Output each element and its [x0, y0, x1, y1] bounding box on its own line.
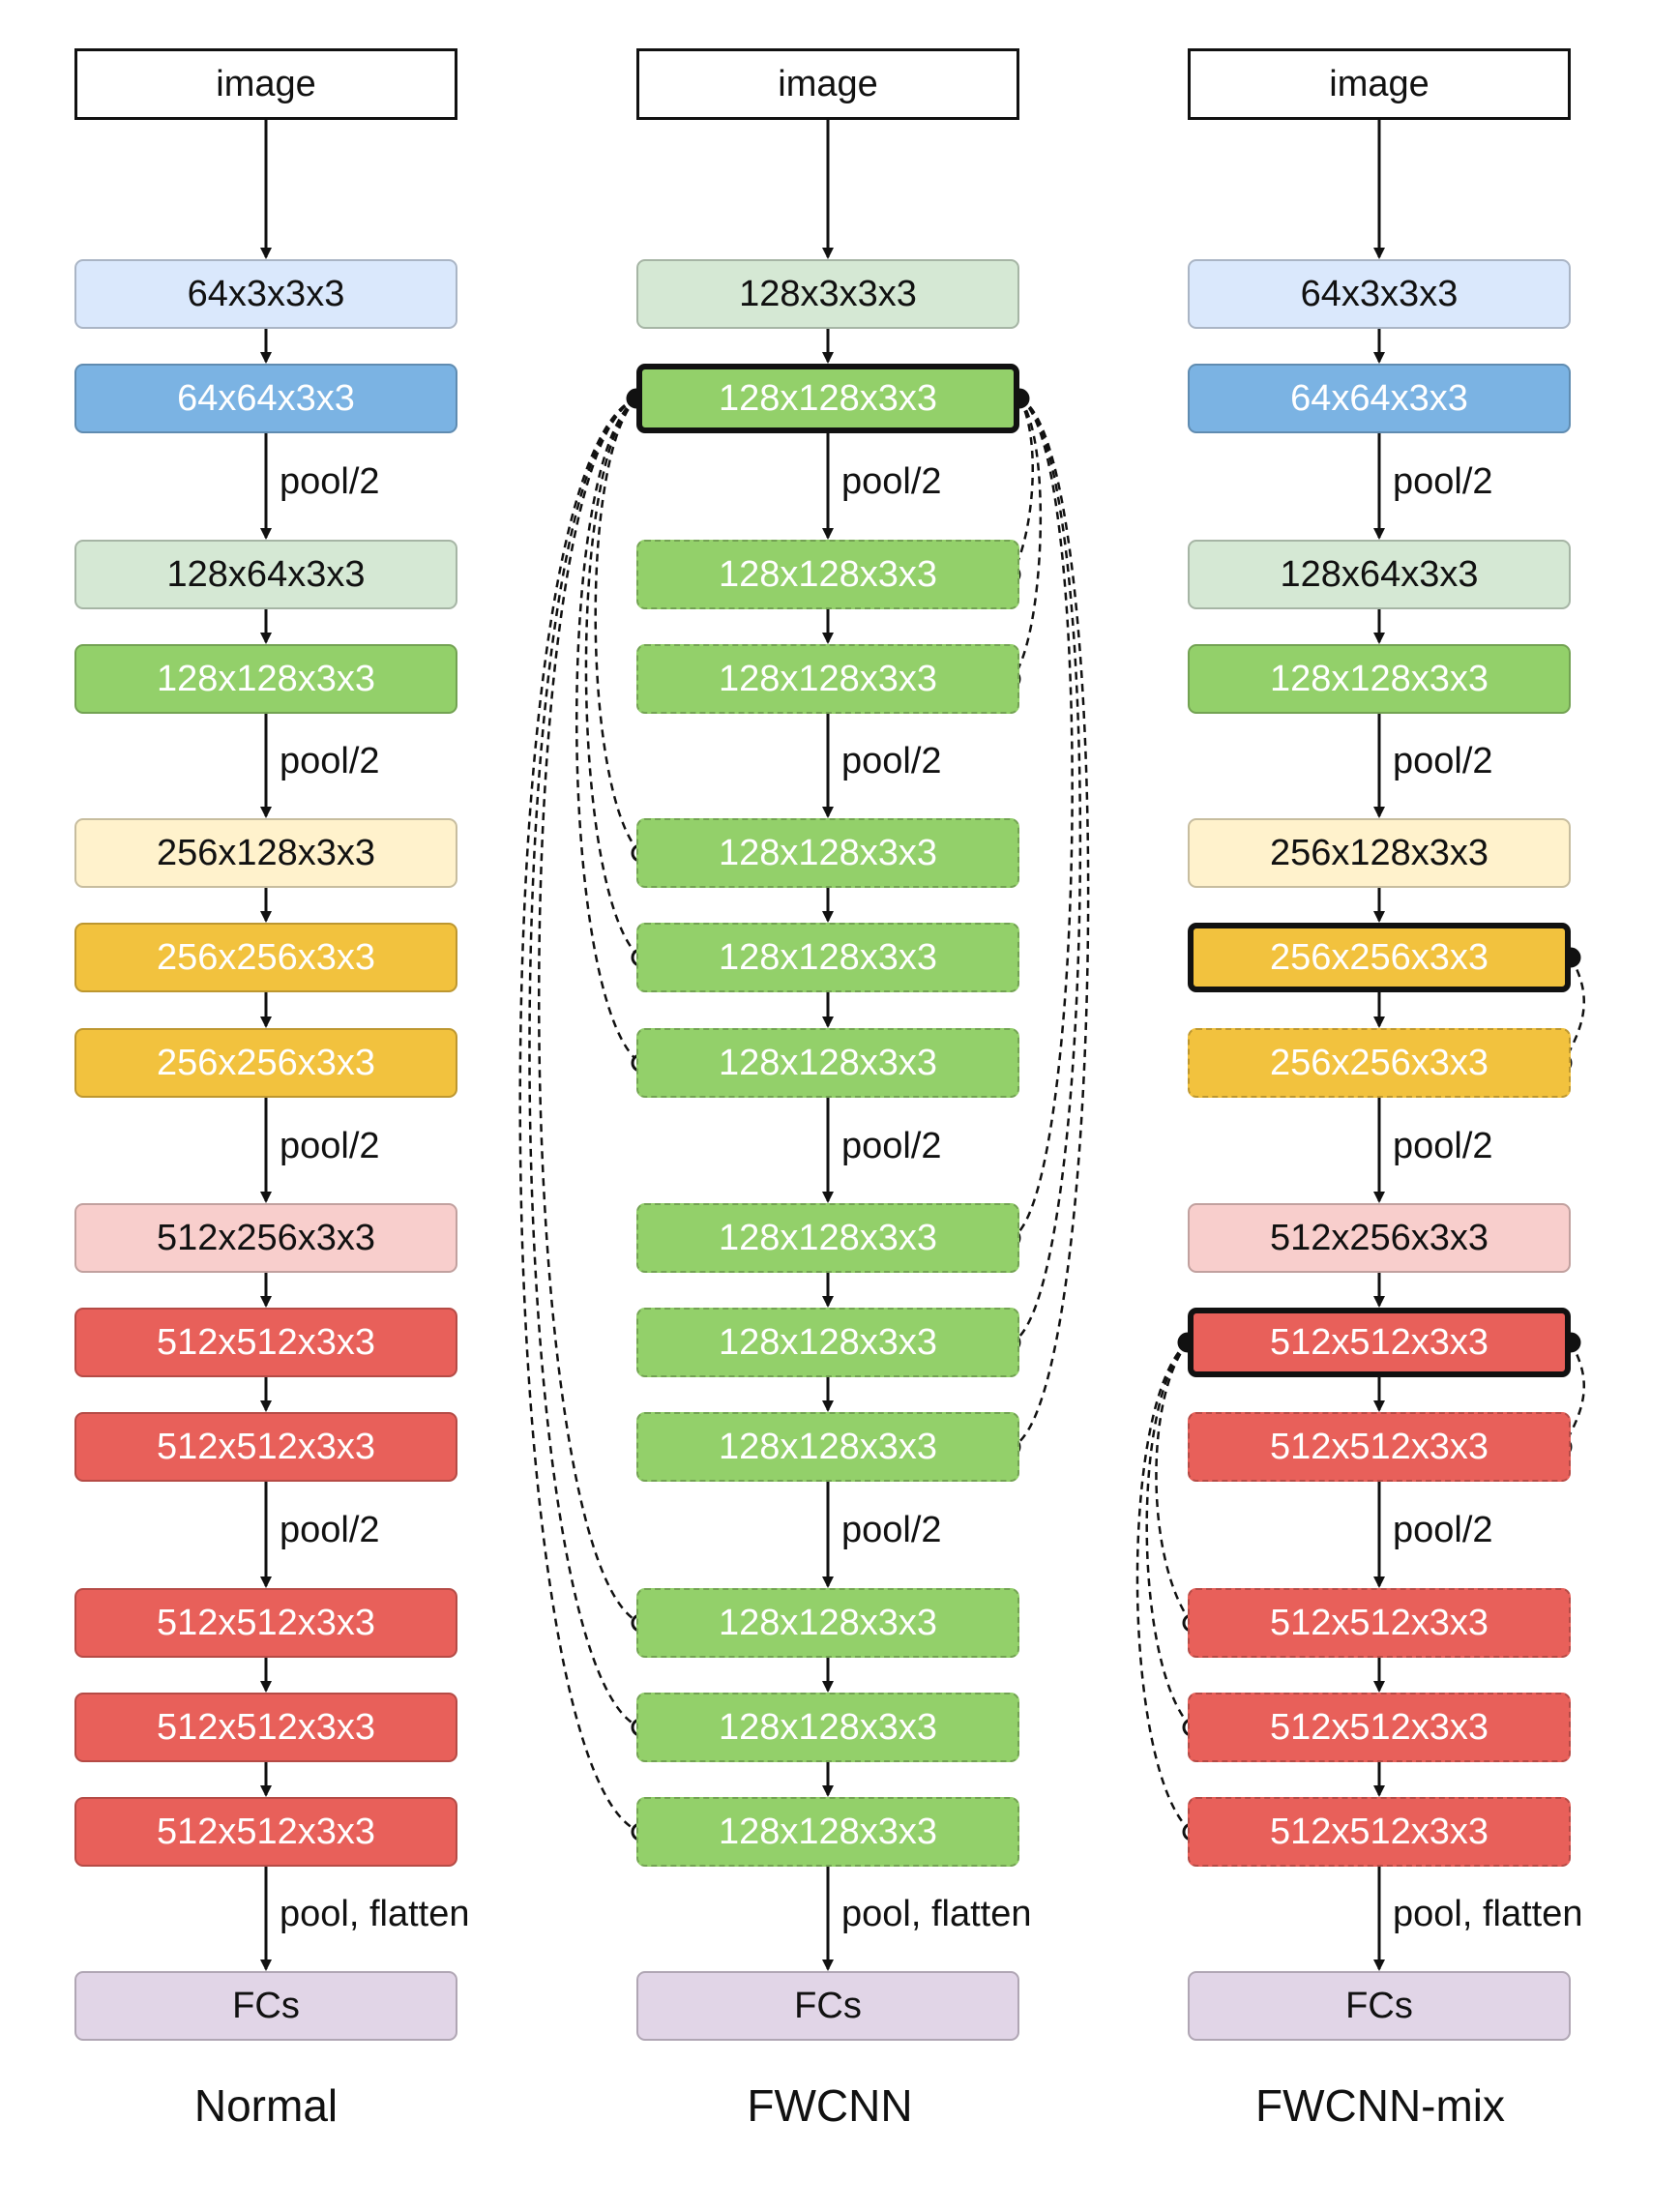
- edge-label: pool, flatten: [1393, 1894, 1583, 1934]
- edge-label: pool/2: [1393, 1510, 1493, 1550]
- edge-label: pool, flatten: [841, 1894, 1032, 1934]
- layer-box-fwcnn-7: 128x128x3x3: [636, 1028, 1019, 1098]
- layer-box-fwcnn-mix-14: FCs: [1188, 1971, 1571, 2041]
- layer-box-fwcnn-5: 128x128x3x3: [636, 818, 1019, 888]
- layer-box-fwcnn-mix-6: 256x256x3x3: [1188, 923, 1571, 992]
- layer-box-normal-9: 512x512x3x3: [74, 1308, 457, 1377]
- layer-box-fwcnn-mix-10: 512x512x3x3: [1188, 1412, 1571, 1482]
- layer-box-normal-1: 64x3x3x3: [74, 259, 457, 329]
- layer-box-fwcnn-6: 128x128x3x3: [636, 923, 1019, 992]
- edge-label: pool/2: [280, 741, 380, 781]
- edge-label: pool/2: [841, 1125, 942, 1166]
- layer-box-fwcnn-13: 128x128x3x3: [636, 1797, 1019, 1867]
- layer-box-fwcnn-1: 128x3x3x3: [636, 259, 1019, 329]
- shared-weight-curve: [1011, 397, 1082, 1344]
- edge-label: pool/2: [280, 461, 380, 502]
- layer-box-fwcnn-mix-4: 128x128x3x3: [1188, 644, 1571, 714]
- layer-box-fwcnn-mix-13: 512x512x3x3: [1188, 1797, 1571, 1867]
- edge-label: pool/2: [1393, 741, 1493, 781]
- layer-box-fwcnn-mix-1: 64x3x3x3: [1188, 259, 1571, 329]
- layer-box-fwcnn-mix-9: 512x512x3x3: [1188, 1308, 1571, 1377]
- edge-label: pool/2: [280, 1125, 380, 1166]
- layer-box-fwcnn-mix-7: 256x256x3x3: [1188, 1028, 1571, 1098]
- layer-box-normal-5: 256x128x3x3: [74, 818, 457, 888]
- shared-weight-curve: [1011, 397, 1090, 1449]
- shared-weight-curve: [1011, 398, 1043, 680]
- shared-weight-curve: [518, 397, 641, 1834]
- layer-box-normal-8: 512x256x3x3: [74, 1203, 457, 1273]
- layer-box-fwcnn-8: 128x128x3x3: [636, 1203, 1019, 1273]
- layer-box-fwcnn-10: 128x128x3x3: [636, 1412, 1019, 1482]
- layer-box-normal-3: 128x64x3x3: [74, 540, 457, 609]
- layer-box-fwcnn-mix-8: 512x256x3x3: [1188, 1203, 1571, 1273]
- layer-box-fwcnn-14: FCs: [636, 1971, 1019, 2041]
- layer-box-normal-2: 64x64x3x3: [74, 364, 457, 433]
- layer-box-fwcnn-mix-0: image: [1188, 48, 1571, 120]
- layer-box-normal-12: 512x512x3x3: [74, 1693, 457, 1762]
- shared-weight-curve: [537, 397, 641, 1625]
- shared-weight-curve: [1135, 1341, 1193, 1833]
- flow-arrows: [260, 120, 1385, 1971]
- shared-weight-curve: [1011, 397, 1074, 1240]
- layer-box-fwcnn-12: 128x128x3x3: [636, 1693, 1019, 1762]
- edge-label: pool/2: [841, 461, 942, 502]
- edge-label: pool/2: [1393, 461, 1493, 502]
- column-title: FWCNN: [747, 2080, 913, 2131]
- layer-box-normal-6: 256x256x3x3: [74, 923, 457, 992]
- shared-weight-curve: [528, 397, 641, 1729]
- layer-box-fwcnn-4: 128x128x3x3: [636, 644, 1019, 714]
- layer-box-fwcnn-0: image: [636, 48, 1019, 120]
- layer-box-fwcnn-mix-12: 512x512x3x3: [1188, 1693, 1571, 1762]
- column-title: Normal: [193, 2080, 339, 2131]
- edge-label: pool/2: [280, 1510, 380, 1550]
- edge-label: pool/2: [841, 1510, 942, 1550]
- layer-box-normal-4: 128x128x3x3: [74, 644, 457, 714]
- shared-weight-curve: [584, 398, 641, 958]
- layer-box-fwcnn-mix-5: 256x128x3x3: [1188, 818, 1571, 888]
- edge-label: pool/2: [841, 741, 942, 781]
- layer-box-normal-10: 512x512x3x3: [74, 1412, 457, 1482]
- edge-label: pool, flatten: [280, 1894, 470, 1934]
- layer-box-fwcnn-mix-2: 64x64x3x3: [1188, 364, 1571, 433]
- layer-box-fwcnn-mix-11: 512x512x3x3: [1188, 1588, 1571, 1658]
- shared-weight-curve: [1145, 1341, 1193, 1728]
- layer-box-normal-7: 256x256x3x3: [74, 1028, 457, 1098]
- shared-weight-curve: [594, 398, 641, 854]
- shared-weight-curve: [1155, 1341, 1193, 1624]
- edge-label: pool/2: [1393, 1125, 1493, 1166]
- column-title: FWCNN-mix: [1254, 2080, 1506, 2131]
- layer-box-normal-11: 512x512x3x3: [74, 1588, 457, 1658]
- layer-box-fwcnn-2: 128x128x3x3: [636, 364, 1019, 433]
- shared-weight-curve: [575, 397, 641, 1065]
- layer-box-normal-0: image: [74, 48, 457, 120]
- layer-box-fwcnn-mix-3: 128x64x3x3: [1188, 540, 1571, 609]
- layer-box-normal-14: FCs: [74, 1971, 457, 2041]
- layer-box-fwcnn-11: 128x128x3x3: [636, 1588, 1019, 1658]
- layer-box-normal-13: 512x512x3x3: [74, 1797, 457, 1867]
- layer-box-fwcnn-3: 128x128x3x3: [636, 540, 1019, 609]
- layer-box-fwcnn-9: 128x128x3x3: [636, 1308, 1019, 1377]
